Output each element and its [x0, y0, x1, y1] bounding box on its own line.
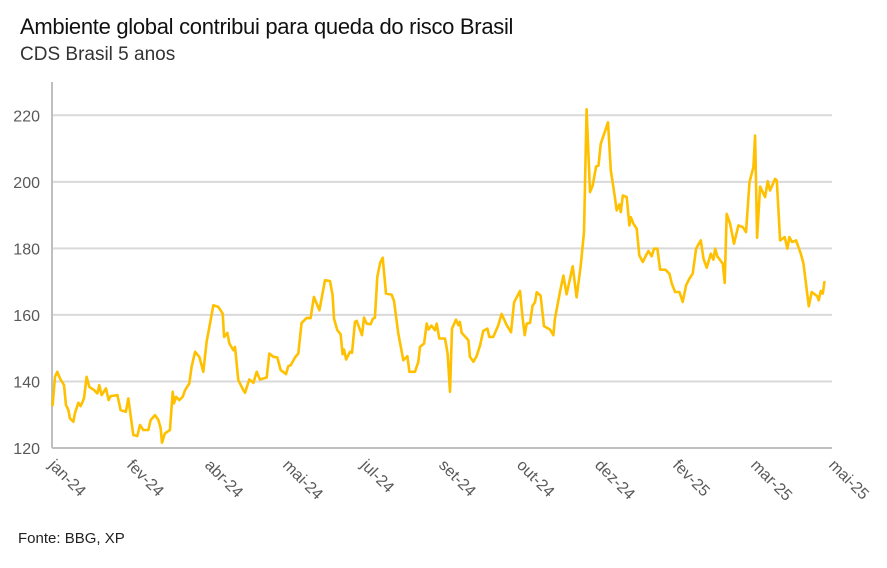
source-note: Fonte: BBG, XP	[18, 530, 125, 547]
x-tick-label: fev-25	[669, 457, 713, 501]
x-tick-label: mai-24	[279, 457, 326, 504]
y-tick-label: 220	[13, 108, 40, 125]
x-tick-label: jul-24	[356, 456, 396, 496]
y-tick-label: 180	[13, 241, 40, 258]
x-tick-label: dez-24	[591, 457, 638, 504]
x-tick-label: jan-24	[44, 456, 88, 500]
x-tick-label: mai-25	[825, 457, 872, 504]
x-tick-label: out-24	[513, 457, 557, 501]
y-tick-label: 160	[13, 308, 40, 325]
x-tick-label: fev-24	[123, 457, 167, 501]
y-tick-label: 120	[13, 441, 40, 458]
chart-subtitle: CDS Brasil 5 anos	[20, 44, 176, 65]
chart-title: Ambiente global contribui para queda do …	[20, 14, 514, 39]
x-tick-label: mar-25	[747, 457, 795, 505]
y-tick-label: 200	[13, 175, 40, 192]
y-tick-label: 140	[13, 374, 40, 391]
x-tick-label: abr-24	[201, 457, 246, 502]
series-line-cds-brasil	[51, 108, 826, 444]
x-tick-label: set-24	[435, 457, 479, 501]
